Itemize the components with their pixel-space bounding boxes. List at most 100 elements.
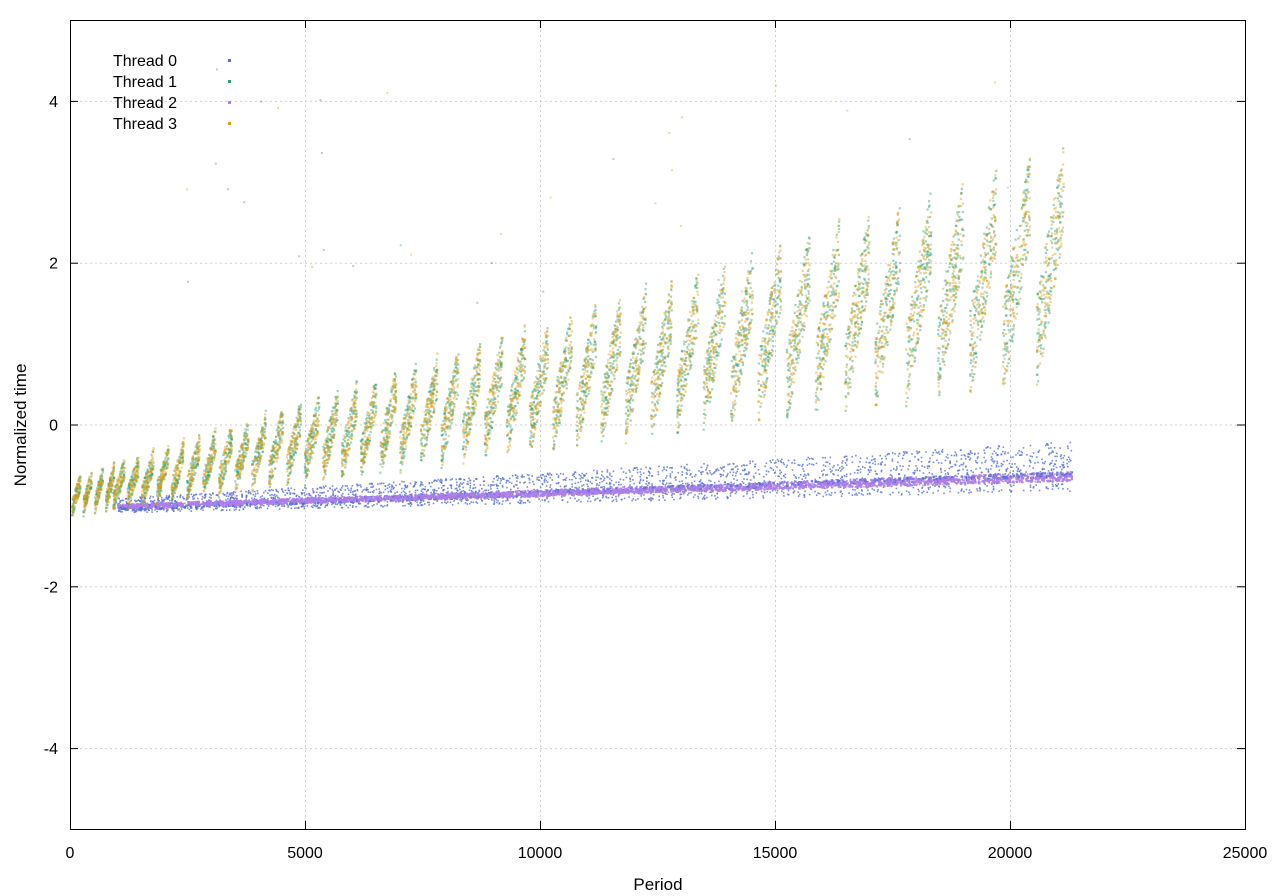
data-point — [881, 461, 884, 463]
data-point — [855, 482, 857, 485]
data-point — [803, 481, 805, 483]
data-point — [802, 475, 805, 478]
data-point — [736, 465, 738, 467]
data-point — [117, 506, 119, 508]
data-point — [690, 473, 692, 475]
data-point — [990, 459, 993, 461]
data-point — [995, 466, 998, 468]
data-point — [664, 499, 666, 501]
data-point — [528, 482, 531, 484]
data-point — [972, 471, 974, 474]
data-point — [717, 469, 720, 472]
data-point — [606, 469, 609, 471]
data-point — [707, 473, 709, 475]
data-point — [250, 492, 252, 495]
data-point — [839, 491, 842, 493]
data-point — [720, 475, 722, 478]
data-point — [636, 485, 638, 488]
data-point — [482, 491, 484, 493]
data-point — [943, 485, 946, 488]
data-point — [527, 499, 529, 502]
data-point — [617, 495, 620, 497]
data-point — [1018, 470, 1021, 473]
data-point — [245, 496, 247, 499]
data-point — [594, 487, 597, 490]
data-point — [924, 475, 927, 478]
data-point — [969, 459, 971, 461]
data-point — [685, 468, 688, 470]
data-point — [600, 474, 603, 476]
data-point — [313, 499, 315, 501]
data-point — [746, 493, 748, 495]
data-point — [605, 482, 608, 485]
data-point — [352, 505, 354, 507]
data-point — [911, 484, 913, 487]
data-point — [476, 492, 478, 494]
data-point — [991, 491, 993, 493]
data-point — [190, 493, 193, 496]
data-point — [327, 502, 329, 504]
data-point — [780, 477, 783, 480]
data-point — [128, 497, 130, 500]
data-point — [289, 493, 291, 495]
data-point — [459, 498, 461, 501]
data-point — [186, 494, 188, 496]
data-point — [420, 490, 423, 492]
data-point — [235, 497, 238, 500]
data-point — [587, 480, 589, 482]
data-point — [721, 468, 723, 470]
data-point — [793, 490, 796, 492]
data-point — [778, 475, 780, 478]
data-point — [897, 482, 900, 484]
data-point — [506, 498, 509, 501]
data-point — [231, 494, 233, 496]
data-point — [411, 498, 413, 500]
data-point — [269, 494, 271, 496]
data-point — [303, 507, 306, 510]
data-point — [714, 481, 716, 484]
data-point — [282, 491, 285, 494]
data-point — [755, 483, 758, 486]
data-point — [652, 498, 654, 500]
data-point — [670, 482, 672, 485]
data-point — [571, 474, 574, 477]
data-point — [355, 505, 357, 508]
data-point — [388, 496, 390, 498]
data-point — [841, 465, 843, 468]
data-point — [835, 479, 838, 481]
data-point — [1051, 450, 1054, 452]
data-point — [165, 510, 168, 513]
data-point — [495, 476, 498, 478]
data-point — [1048, 474, 1051, 478]
data-point — [429, 485, 432, 488]
data-point — [710, 484, 713, 487]
data-point — [456, 489, 458, 491]
data-point — [550, 474, 553, 476]
data-point — [522, 490, 525, 493]
data-point — [516, 490, 519, 492]
data-point — [527, 492, 530, 495]
data-point — [371, 483, 373, 485]
data-point — [1032, 452, 1035, 454]
data-point — [612, 487, 614, 490]
data-point — [319, 497, 321, 500]
data-point — [1049, 472, 1051, 475]
data-point — [353, 501, 355, 504]
data-point — [933, 478, 936, 481]
data-point — [459, 485, 461, 487]
data-point — [318, 496, 320, 499]
data-point — [912, 486, 915, 489]
data-point — [569, 497, 572, 499]
data-point — [259, 496, 262, 498]
data-point — [420, 504, 423, 507]
data-point — [405, 486, 408, 489]
data-point — [604, 489, 608, 493]
data-point — [975, 468, 977, 470]
data-point — [203, 497, 206, 499]
data-point — [212, 508, 215, 511]
data-point — [1012, 456, 1014, 458]
data-point — [298, 496, 301, 499]
data-point — [993, 487, 995, 490]
data-point — [247, 492, 250, 495]
data-point — [263, 504, 265, 507]
